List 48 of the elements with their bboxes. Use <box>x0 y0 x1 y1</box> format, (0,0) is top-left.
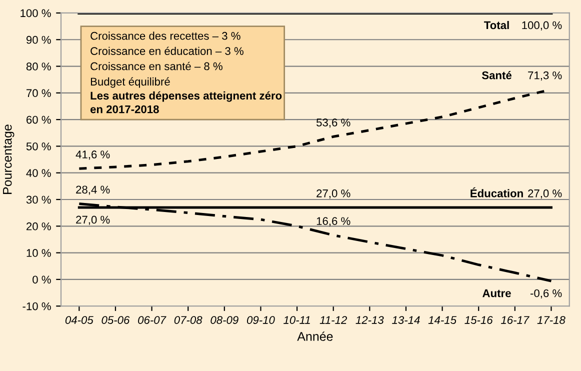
annotation: Budget équilibré <box>90 77 170 88</box>
y-tick-label: 50 % <box>26 142 51 150</box>
x-tick-label: 11-12 <box>320 316 347 324</box>
x-tick-label: 09-10 <box>247 316 275 324</box>
annotation: Croissance en éducation – 3 % <box>90 46 244 55</box>
y-tick-label: 0 % <box>32 276 51 284</box>
line-series <box>78 202 552 282</box>
y-tick-label: 80 % <box>26 62 51 70</box>
x-tick-label: 05-06 <box>102 316 130 324</box>
annotation: Les autres dépenses atteignent zéro en 2017-2018 <box>90 91 282 114</box>
x-tick-label: 14-15 <box>428 316 457 324</box>
x-tick-label: 06-07 <box>138 316 166 324</box>
x-tick-label: 15-16 <box>464 316 493 324</box>
y-tick-label: 20 % <box>26 222 51 230</box>
x-axis-title: Année <box>297 332 333 341</box>
x-tick-label: 04-05 <box>65 316 94 324</box>
data-label: 27,0 % <box>528 189 562 199</box>
annotation: Croissance des recettes – 3 % <box>90 32 240 40</box>
x-tick-label: 12-13 <box>356 316 384 324</box>
y-tick-label: 90 % <box>26 36 51 44</box>
y-tick-label: 70 % <box>26 89 51 98</box>
data-label: 28,4 % <box>76 186 110 195</box>
y-axis-title: Pourcentage <box>3 124 14 194</box>
y-tick-label: 60 % <box>26 116 51 124</box>
data-label: 71,3 % <box>528 71 562 81</box>
x-tick-label: 13-14 <box>392 316 420 324</box>
series-label: Éducation <box>470 187 523 198</box>
x-tick-label: 08-09 <box>210 316 238 324</box>
data-label: 27,0 % <box>76 216 110 225</box>
annotation: Croissance en santé – 8 % <box>90 62 222 70</box>
y-tick-label: -10 % <box>22 302 51 310</box>
y-tick-label: 10 % <box>26 249 51 257</box>
data-label: 41,6 % <box>76 150 110 160</box>
y-tick-label: 30 % <box>26 196 51 204</box>
y-tick-label: 40 % <box>26 169 51 177</box>
x-tick-label: 10-11 <box>284 316 310 324</box>
series-label: Total <box>484 20 509 30</box>
data-label: 53,6 % <box>316 118 350 128</box>
data-label: 100,0 % <box>522 21 562 30</box>
data-label: -0,6 % <box>530 289 562 298</box>
data-label: 16,6 % <box>316 217 350 226</box>
series-label: Autre <box>482 289 511 298</box>
x-tick-label: 16-17 <box>500 316 530 324</box>
data-label: 27,0 % <box>316 189 350 199</box>
x-tick-label: 07-08 <box>174 316 202 324</box>
x-tick-label: 17-18 <box>537 316 566 324</box>
series-label: Santé <box>482 71 512 80</box>
y-tick-label: 100 % <box>20 9 51 18</box>
